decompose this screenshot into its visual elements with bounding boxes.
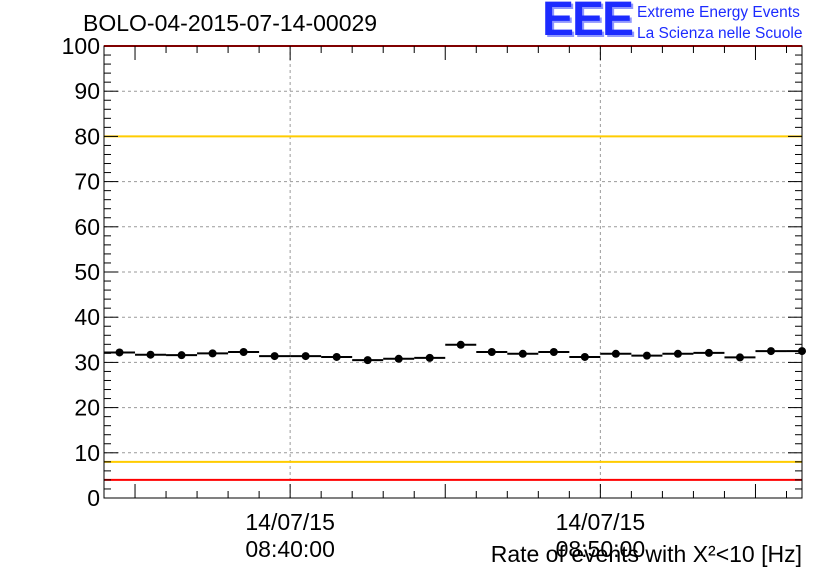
y-tick-label: 100: [62, 33, 100, 59]
x-tick-date: 14/07/15: [245, 509, 335, 535]
data-point: [642, 351, 651, 360]
y-tick-label: 70: [74, 169, 100, 195]
data-point: [487, 348, 496, 357]
data-point: [673, 349, 682, 358]
logo-line-1: Extreme Energy Events: [637, 4, 800, 21]
y-tick-labels: 0 10 20 30 40 50 60 70 80 90 100: [62, 33, 100, 511]
reference-lines: [104, 45, 802, 481]
axis-ticks: [103, 45, 802, 499]
y-tick-label: 50: [74, 259, 100, 285]
data-point: [115, 348, 124, 357]
y-tick-label: 60: [74, 214, 100, 240]
y-tick-label: 0: [87, 485, 100, 511]
chart-title: BOLO-04-2015-07-14-00029: [83, 10, 378, 36]
x-tick-time: 08:50:00: [556, 536, 646, 562]
y-tick-label: 30: [74, 349, 100, 375]
data-point: [798, 347, 806, 356]
y-axis-label: Rate of events with X²<10 [Hz]: [491, 541, 802, 567]
y-tick-label: 40: [74, 304, 100, 330]
data-point: [549, 348, 558, 357]
data-points: [104, 340, 806, 365]
y-tick-label: 90: [74, 78, 100, 104]
data-point: [146, 350, 155, 359]
eee-logo-mark: EEE: [542, 0, 634, 46]
y-tick-label: 80: [74, 123, 100, 149]
data-point: [394, 354, 403, 363]
data-point: [580, 352, 589, 361]
data-point: [735, 353, 744, 362]
data-point: [301, 352, 310, 361]
y-tick-label: 10: [74, 440, 100, 466]
x-tick-date: 14/07/15: [556, 509, 646, 535]
data-point: [239, 348, 248, 357]
x-tick-time: 08:40:00: [245, 536, 335, 562]
data-point: [208, 349, 217, 358]
grid-lines: [104, 46, 802, 498]
data-point: [177, 351, 186, 360]
logo-line-2: La Scienza nelle Scuole: [637, 25, 803, 42]
data-point: [518, 349, 527, 358]
data-point: [425, 353, 434, 362]
data-point: [766, 347, 775, 356]
data-point: [332, 352, 341, 361]
data-point: [611, 349, 620, 358]
y-tick-label: 20: [74, 395, 100, 421]
data-point: [456, 340, 465, 349]
data-point: [270, 352, 279, 361]
data-point: [704, 348, 713, 357]
data-point: [363, 356, 372, 365]
